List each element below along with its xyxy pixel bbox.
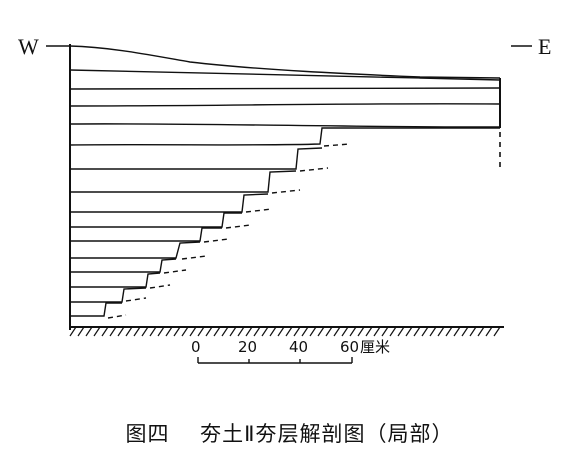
layer-line	[69, 127, 500, 146]
caption-figure-number: 图四	[125, 422, 170, 446]
hatch-mark	[189, 326, 197, 337]
layer-line	[69, 87, 501, 90]
hatch-mark	[445, 326, 453, 337]
layer-dashed	[125, 297, 147, 302]
hatch-mark	[389, 326, 397, 337]
hatch-mark	[429, 326, 437, 337]
scale-tick-label: 20	[238, 338, 258, 356]
layer-line	[69, 103, 501, 107]
scale-unit-label: 厘米	[360, 338, 391, 356]
layer-line	[70, 193, 269, 213]
scale-bar	[197, 357, 353, 364]
hatch-mark	[413, 326, 421, 337]
hatch-mark	[157, 326, 165, 337]
hatch-mark	[221, 326, 229, 337]
hatch-mark	[149, 326, 157, 337]
layer-line	[70, 241, 201, 259]
hatch-mark	[101, 326, 109, 337]
hatch-mark	[133, 326, 141, 337]
layer-line	[70, 258, 177, 273]
layer-dashed	[225, 224, 251, 229]
scale-tick-label: 40	[289, 338, 309, 356]
hatch-mark	[405, 326, 413, 337]
hatch-mark	[317, 326, 325, 337]
hatch-mark	[197, 326, 205, 337]
east-label: E	[538, 34, 552, 59]
hatch-mark	[85, 326, 93, 337]
layer-dashed	[245, 208, 273, 213]
hatch-mark	[285, 326, 293, 337]
hatch-mark	[261, 326, 269, 337]
layer-dashed	[271, 189, 301, 194]
caption-title: 夯土Ⅱ夯层解剖图（局部）	[200, 422, 454, 446]
layer-dashed	[323, 143, 351, 147]
scale-tick-label: 0	[191, 338, 201, 356]
hatch-mark	[349, 326, 357, 337]
layer-line	[69, 69, 501, 81]
hatch-mark	[373, 326, 381, 337]
layer-dashed	[149, 284, 171, 289]
hatch-mark	[397, 326, 405, 337]
hatch-mark	[469, 326, 477, 337]
hatch-mark	[365, 326, 373, 337]
hatch-mark	[205, 326, 213, 337]
hatch-mark	[181, 326, 189, 337]
layer-dashed	[299, 167, 329, 172]
hatch-mark	[381, 326, 389, 337]
hatch-mark	[69, 326, 77, 337]
layer-line	[70, 227, 222, 242]
hatch-mark	[341, 326, 349, 337]
layer-line	[70, 272, 161, 288]
hatch-mark	[325, 326, 333, 337]
layer-dashed	[203, 238, 229, 243]
hatch-mark	[453, 326, 461, 337]
hatch-mark	[461, 326, 469, 337]
hatch-mark	[485, 326, 493, 337]
hatch-mark	[245, 326, 253, 337]
layer-line	[70, 287, 147, 303]
ground-hatching	[69, 326, 501, 337]
hatch-mark	[493, 326, 501, 337]
hatch-mark	[269, 326, 277, 337]
hatch-mark	[309, 326, 317, 337]
hatch-mark	[333, 326, 341, 337]
layer-line	[70, 212, 242, 228]
hatch-mark	[213, 326, 221, 337]
figure-caption: 图四 夯土Ⅱ夯层解剖图（局部）	[0, 418, 579, 448]
hatch-mark	[109, 326, 117, 337]
scale-tick-label: 60	[340, 338, 360, 356]
hatch-mark	[301, 326, 309, 337]
layer-line	[70, 302, 122, 317]
hatch-mark	[477, 326, 485, 337]
hatch-mark	[93, 326, 101, 337]
hatch-mark	[237, 326, 245, 337]
hatch-mark	[77, 326, 85, 337]
layer-line	[70, 147, 323, 170]
hatch-mark	[421, 326, 429, 337]
hatch-mark	[229, 326, 237, 337]
layer-line	[70, 170, 297, 193]
hatch-mark	[437, 326, 445, 337]
hatch-mark	[253, 326, 261, 337]
layer-dashed	[181, 255, 207, 260]
hatch-mark	[141, 326, 149, 337]
hatch-mark	[173, 326, 181, 337]
west-label: W	[18, 34, 39, 59]
layer-dashed	[163, 269, 187, 274]
hatch-mark	[117, 326, 125, 337]
hatch-mark	[357, 326, 365, 337]
hatch-mark	[293, 326, 301, 337]
hatch-mark	[165, 326, 173, 337]
hatch-mark	[125, 326, 133, 337]
hatch-mark	[277, 326, 285, 337]
top-surface	[69, 45, 501, 79]
layer-line	[69, 123, 501, 128]
layer-dashed	[107, 314, 127, 319]
